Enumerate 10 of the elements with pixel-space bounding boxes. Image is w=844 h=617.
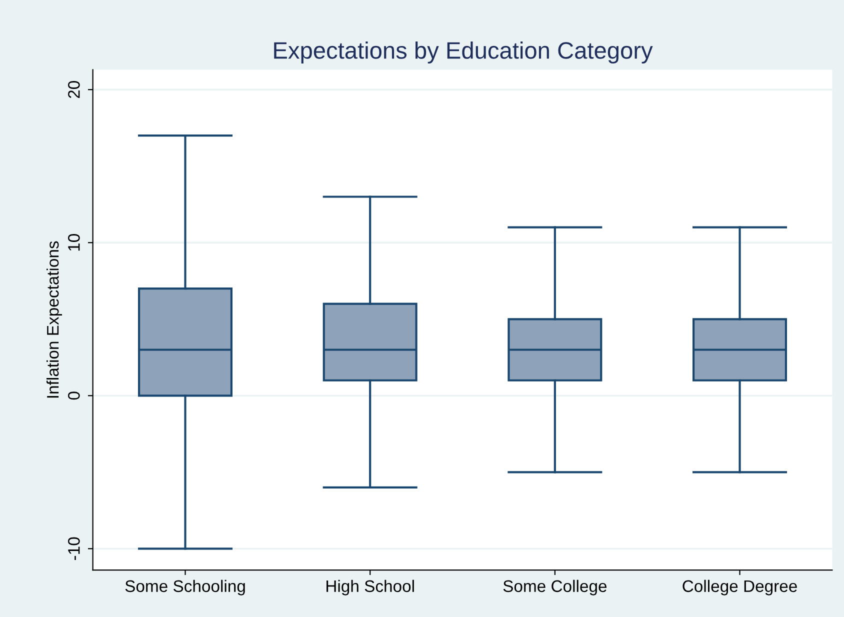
y-axis-title: Inflation Expectations	[46, 241, 62, 398]
x-tick-label: Some College	[503, 580, 607, 596]
x-tick-label: Some Schooling	[125, 580, 245, 596]
y-tick-label: 20	[68, 80, 80, 98]
x-tick-label: College Degree	[682, 580, 797, 596]
y-tick-label: 10	[68, 234, 80, 251]
y-tick-label: -10	[68, 537, 80, 560]
y-tick-label: 0	[68, 392, 80, 400]
chart-title: Expectations by Education Category	[274, 42, 653, 64]
x-tick-label: High School	[326, 580, 414, 596]
